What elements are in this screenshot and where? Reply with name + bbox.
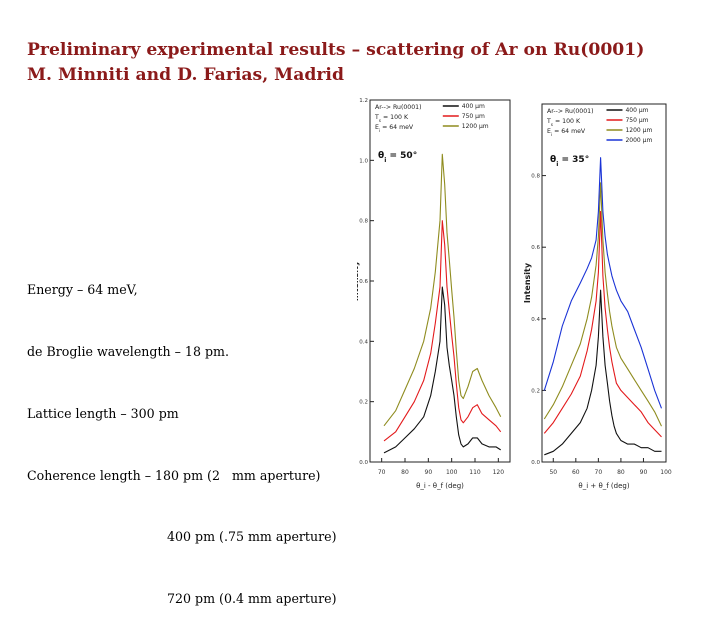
legend-label: 400 μm (625, 107, 648, 114)
y-tick-label: 0.6 (531, 245, 540, 251)
legend-label: 750 μm (462, 113, 485, 120)
x-tick-label: 80 (401, 469, 409, 476)
condition-label: Ei = 64 meV (375, 124, 414, 134)
series-line (383, 153, 502, 427)
condition-label: Ts = 100 K (374, 114, 409, 124)
y-tick-label: 0.0 (531, 460, 540, 466)
chart-1: 0.0 0.2 0.4 0.6 0.8 1.0 1.2 70 80 90 100 110 120 Inte… (351, 98, 511, 490)
x-tick-label: 70 (595, 469, 603, 476)
note-coherence: Coherence length – 180 pm (2 mm aperture… (27, 467, 321, 483)
condition-label: Ar--> Ru(0001) (547, 108, 594, 115)
slide-title: Preliminary experimental results – scatt… (27, 38, 644, 88)
y-tick-label: 0.4 (531, 317, 540, 323)
x-tick-label: 50 (549, 469, 557, 476)
series-line (544, 289, 662, 456)
figure-panel: 0.0 0.2 0.4 0.6 0.8 1.0 1.2 70 80 90 100 110 120 Inte… (351, 88, 685, 512)
charts-svg: 0.0 0.2 0.4 0.6 0.8 1.0 1.2 70 80 90 100 110 120 Inte… (351, 98, 672, 490)
series-line (543, 157, 663, 409)
x-tick-label: 100 (446, 469, 458, 476)
legend-label: 400 μm (462, 103, 485, 110)
y-tick-label: 1.0 (359, 158, 368, 164)
legend-label: 1200 μm (462, 123, 489, 130)
notes-list: Energy – 64 meV, de Broglie wavelength –… (27, 239, 336, 630)
y-axis-title: Intensity (523, 262, 532, 303)
note-coherence-075: 400 pm (.75 mm aperture) (167, 529, 337, 545)
x-tick-label: 100 (660, 469, 672, 476)
x-tick-label: 120 (493, 469, 505, 476)
condition-label: Ar--> Ru(0001) (375, 104, 422, 111)
series-line (383, 220, 502, 442)
condition-label: Ei = 64 meV (547, 128, 586, 138)
x-tick-label: 110 (469, 469, 481, 476)
legend-label: 1200 μm (625, 127, 652, 134)
y-tick-label: 0.4 (359, 339, 368, 345)
condition-label: Ts = 100 K (546, 118, 581, 128)
note-wavelength: de Broglie wavelength – 18 pm. (27, 343, 229, 359)
legend-label: 750 μm (625, 117, 648, 124)
y-tick-label: 0.0 (359, 460, 368, 466)
title-line-1: Preliminary experimental results – scatt… (27, 40, 645, 60)
x-tick-label: 80 (617, 469, 625, 476)
incidence-angle-label: θi = 50° (378, 151, 417, 164)
series-line (383, 286, 501, 454)
chart-2: 0.0 0.2 0.4 0.6 0.8 50 60 70 80 90 100 Intensity θ_i… (523, 103, 672, 490)
title-line-2: M. Minniti and D. Farias, Madrid (27, 65, 344, 85)
incidence-angle-label: θi = 35° (550, 155, 589, 168)
x-tick-label: 60 (572, 469, 580, 476)
note-coherence-04: 720 pm (0.4 mm aperture) (167, 591, 337, 607)
y-tick-label: 0.6 (359, 279, 368, 285)
y-tick-label: 0.2 (359, 400, 368, 406)
series-line (543, 182, 662, 427)
x-axis-title: θ_i + θ_f (deg) (578, 482, 629, 490)
y-tick-label: 0.2 (531, 388, 540, 394)
x-tick-label: 90 (640, 469, 648, 476)
plot-frame (541, 103, 667, 463)
x-axis-title: θ_i - θ_f (deg) (416, 482, 464, 490)
x-tick-label: 90 (425, 469, 433, 476)
note-lattice: Lattice length – 300 pm (27, 405, 179, 421)
y-axis-title: Intensity (357, 260, 360, 301)
x-tick-label: 70 (378, 469, 386, 476)
series-line (543, 210, 662, 438)
note-energy: Energy – 64 meV, (27, 282, 138, 298)
y-tick-label: 0.8 (531, 174, 540, 180)
legend-label: 2000 μm (625, 137, 652, 144)
y-tick-label: 0.8 (359, 219, 368, 225)
y-tick-label: 1.2 (359, 98, 368, 104)
